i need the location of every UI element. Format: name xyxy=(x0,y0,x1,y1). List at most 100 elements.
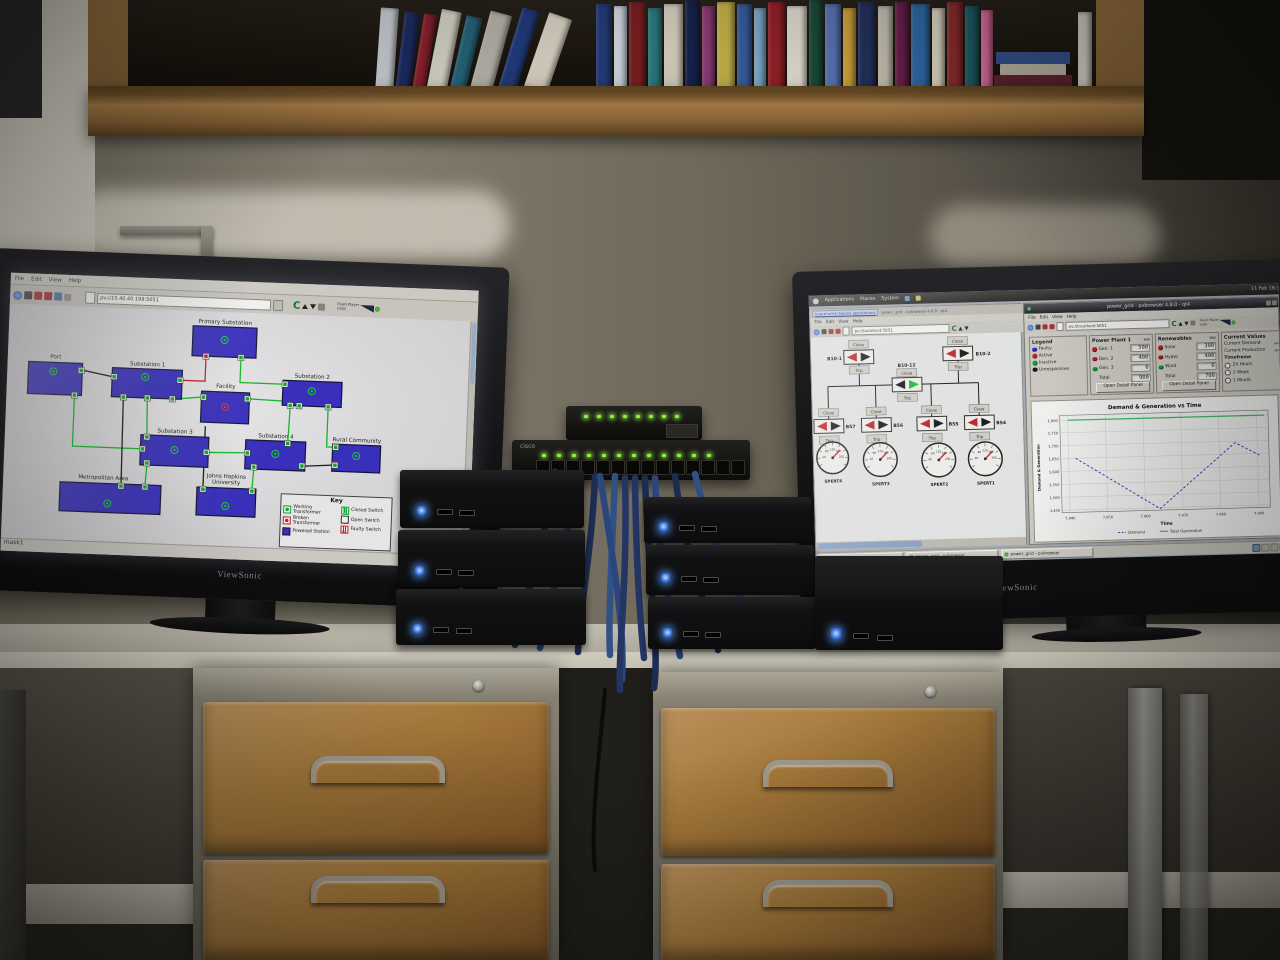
breaker-b10-2[interactable]: Close Trip B10-2 xyxy=(942,336,991,371)
panel-menu-system[interactable]: System xyxy=(881,296,900,302)
breaker-b55[interactable]: Close Trip B55 xyxy=(916,405,959,442)
wall-bracket xyxy=(120,226,212,235)
svg-text:1,800: 1,800 xyxy=(1048,419,1059,423)
url-dropdown-icon[interactable] xyxy=(272,299,284,311)
svg-text:200: 200 xyxy=(886,456,892,460)
node-johns-hopkins-university[interactable]: Johns Hopkins University xyxy=(195,473,257,518)
book-spine xyxy=(596,4,612,92)
page-icon[interactable] xyxy=(1056,321,1064,332)
radio-1-week[interactable] xyxy=(1224,370,1231,377)
reload-button[interactable]: C xyxy=(951,324,957,333)
toolbar-icon[interactable] xyxy=(64,293,72,301)
node-primary-substation[interactable]: Primary Substation xyxy=(191,319,258,361)
breaker-b10-1[interactable]: Close Trip B10-1 xyxy=(827,339,875,375)
node-port[interactable]: Port xyxy=(26,353,85,399)
panel-app-icon[interactable] xyxy=(916,295,922,301)
scroll-down-icon[interactable] xyxy=(964,325,969,330)
chart-panel: Demand & Generation vs Time xyxy=(1030,394,1280,543)
radio-1-month[interactable] xyxy=(1224,377,1232,384)
node-substation-3[interactable]: Substation 3 xyxy=(139,428,210,469)
menu-edit[interactable]: Edit xyxy=(30,275,42,283)
toolbar-icon[interactable] xyxy=(1035,324,1041,330)
panel-menu-places[interactable]: Places xyxy=(859,296,876,303)
menu-view[interactable]: View xyxy=(838,319,849,325)
node-substation-4[interactable]: Substation 4 xyxy=(243,433,307,472)
usb-port xyxy=(437,509,453,515)
svg-text:200: 200 xyxy=(991,455,997,459)
toolbar-icon[interactable] xyxy=(54,292,63,301)
node-rural-community[interactable]: Rural Community xyxy=(331,437,382,474)
page-icon[interactable] xyxy=(842,326,850,336)
toolbar-icon[interactable] xyxy=(44,291,53,301)
speaker-icon[interactable] xyxy=(318,302,326,311)
toolbar-icon[interactable] xyxy=(828,328,834,335)
reload-button[interactable]: C xyxy=(292,300,301,312)
powered-station-icon xyxy=(282,527,291,536)
svg-text:Substation 2: Substation 2 xyxy=(295,374,330,381)
toolbar-icon[interactable] xyxy=(1049,324,1055,330)
open-line xyxy=(120,400,124,485)
breaker-b54[interactable]: Close Trip B54 xyxy=(963,403,1006,441)
breaker-b10-12[interactable]: B10-12 Close Trip xyxy=(891,362,923,402)
toolbar-icon[interactable] xyxy=(34,291,43,300)
radio-24-hours[interactable] xyxy=(1224,362,1231,369)
speaker-icon[interactable] xyxy=(1190,320,1196,326)
svg-text:1,500: 1,500 xyxy=(1050,496,1061,500)
scroll-up-icon[interactable] xyxy=(1178,321,1183,326)
power-cable xyxy=(591,688,607,872)
menu-file[interactable]: File xyxy=(814,319,822,325)
toolbar-icon[interactable] xyxy=(24,291,33,300)
minimize-button[interactable] xyxy=(1265,299,1272,306)
menu-view[interactable]: View xyxy=(1052,314,1063,320)
menu-file[interactable]: File xyxy=(1028,315,1036,321)
panel-menu-applications[interactable]: Applications xyxy=(824,297,855,304)
pc-top-panel xyxy=(815,556,1003,598)
power-icon[interactable] xyxy=(13,290,23,300)
book-spine xyxy=(932,8,945,92)
pc-power-button xyxy=(831,628,841,640)
svg-text:7,990: 7,990 xyxy=(1254,511,1265,515)
scroll-up-icon[interactable] xyxy=(958,326,963,331)
gauge-spert2: 40 80 120 160 200 xyxy=(921,442,957,478)
scroll-down-icon[interactable] xyxy=(310,303,317,309)
power-icon[interactable] xyxy=(813,328,820,335)
breaker-b56[interactable]: Close Trip B56 xyxy=(860,406,903,444)
node-facility[interactable]: Facility xyxy=(199,383,251,425)
open-detail-panel-button[interactable]: Open Detail Panel xyxy=(1096,381,1151,394)
svg-text:B10-2: B10-2 xyxy=(976,351,991,357)
page-icon[interactable] xyxy=(84,291,96,304)
distro-menu-icon[interactable] xyxy=(812,297,819,304)
scroll-down-icon[interactable] xyxy=(1184,321,1189,326)
menu-edit[interactable]: Edit xyxy=(825,319,835,325)
menu-help[interactable]: Help xyxy=(852,318,863,324)
usb-port xyxy=(853,633,869,639)
menu-help[interactable]: Help xyxy=(1066,314,1077,320)
menu-help[interactable]: Help xyxy=(68,277,82,284)
book-spine xyxy=(947,2,963,92)
toolbar-icon[interactable] xyxy=(821,329,827,335)
panel-clock[interactable]: 11 Feb 16:34 xyxy=(1251,286,1280,292)
workspace-pager[interactable] xyxy=(1252,542,1280,552)
reload-button[interactable]: C xyxy=(1171,319,1177,328)
menu-edit[interactable]: Edit xyxy=(1039,314,1049,321)
desktop-pc-box xyxy=(815,556,1003,650)
panel-app-icon[interactable] xyxy=(905,295,911,302)
svg-text:40: 40 xyxy=(928,457,932,461)
book-spine xyxy=(895,2,909,92)
open-line xyxy=(304,464,332,467)
toolbar-icon[interactable] xyxy=(1042,324,1048,330)
dark-corner-top-right xyxy=(1142,0,1280,180)
pc-power-button xyxy=(417,506,426,516)
scroll-up-icon[interactable] xyxy=(302,303,309,309)
node-substation-2[interactable]: Substation 2 xyxy=(281,373,343,411)
menu-view[interactable]: View xyxy=(48,276,62,284)
book-spine xyxy=(843,8,856,92)
usb-port xyxy=(456,628,472,634)
power-icon[interactable] xyxy=(1027,324,1034,331)
menu-file[interactable]: File xyxy=(14,275,25,282)
node-substation-1[interactable]: Substation 1 xyxy=(110,361,184,403)
toolbar-icon[interactable] xyxy=(835,328,841,334)
taskbar-button[interactable]: power_grid - pvbrowser xyxy=(1001,546,1094,560)
open-detail-panel-button[interactable]: Open Detail Panel xyxy=(1161,379,1217,392)
maximize-button[interactable] xyxy=(1271,299,1278,305)
